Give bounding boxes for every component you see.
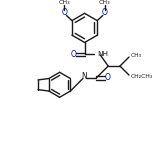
- Text: CH₃: CH₃: [59, 0, 70, 4]
- Text: O: O: [105, 73, 111, 82]
- Text: N: N: [81, 72, 87, 81]
- Text: O: O: [70, 50, 76, 59]
- Text: CH₃: CH₃: [130, 53, 141, 58]
- Text: O: O: [102, 8, 108, 17]
- Text: CH₃: CH₃: [99, 0, 111, 4]
- Text: O: O: [61, 8, 67, 17]
- Text: CH₂CH₃: CH₂CH₃: [130, 74, 152, 79]
- Text: NH: NH: [97, 51, 108, 57]
